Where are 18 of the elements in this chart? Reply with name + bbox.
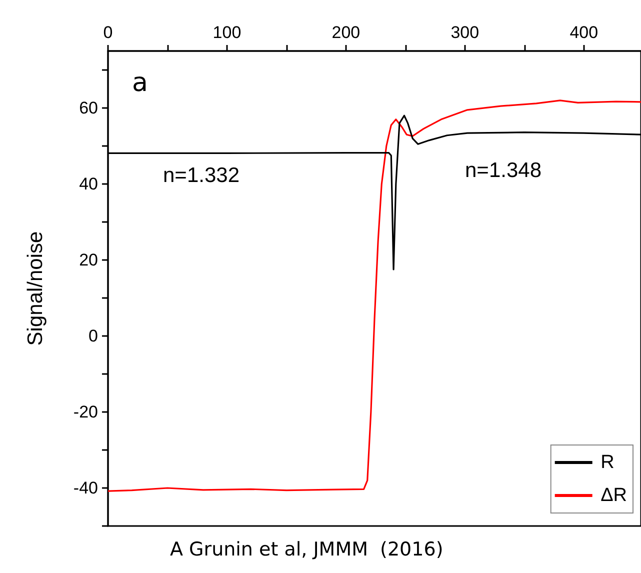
x-tick-label: 0: [103, 23, 113, 42]
y-tick-label: -40: [73, 478, 98, 498]
text: A Grunin et al, JMMM (2016): [170, 538, 444, 560]
y-tick-label: 60: [79, 98, 98, 118]
x-tick-label: 100: [212, 23, 242, 42]
y-tick-label: -20: [73, 402, 98, 422]
annotation: a: [132, 68, 148, 98]
legend-label: R: [600, 452, 614, 473]
annotation: n=1.332: [163, 164, 240, 187]
x-tick-label: 200: [332, 23, 360, 42]
y-tick-label: 40: [79, 174, 98, 194]
legend-label: ΔR: [600, 485, 628, 506]
annotation: n=1.348: [465, 159, 542, 182]
y-tick-label: 0: [88, 326, 98, 346]
y-tick-label: 20: [79, 250, 98, 270]
y-axis-title: Signal/noise: [24, 231, 47, 346]
x-tick-label: 300: [450, 23, 480, 42]
x-tick-label: 400: [570, 23, 598, 42]
